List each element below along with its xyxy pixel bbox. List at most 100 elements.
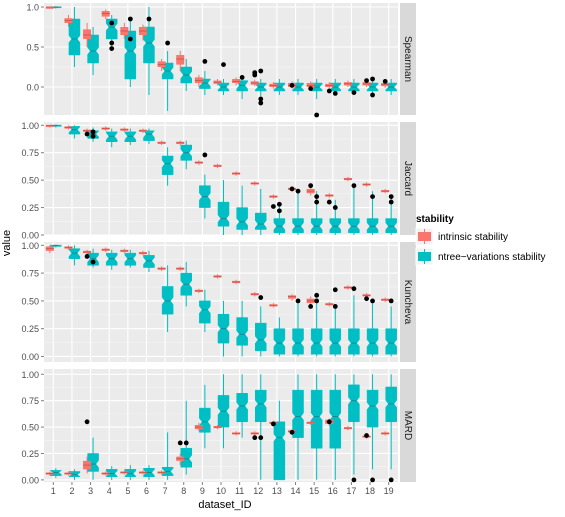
facet-strip — [400, 122, 416, 235]
y-tick-label: 0.50 — [21, 296, 39, 306]
box — [292, 218, 304, 234]
outlier-point — [202, 152, 208, 158]
outlier-point — [332, 287, 338, 293]
intrinsic-box-9 — [194, 422, 203, 432]
legend-title: stability — [416, 214, 454, 225]
panel-spearman: 1.0 0.5 0.0 Spearman — [26, 3, 416, 118]
x-tick-label: 11 — [235, 486, 244, 496]
intrinsic-box-1 — [45, 6, 54, 9]
intrinsic-box-13 — [269, 82, 278, 89]
box — [273, 218, 286, 234]
ntree-box-8 — [180, 59, 192, 91]
box — [176, 55, 185, 65]
intrinsic-box-16 — [325, 193, 334, 198]
outlier-point — [308, 304, 314, 309]
ntree-box-7 — [161, 432, 174, 480]
x-tick-label: 7 — [163, 486, 168, 496]
x-tick-label: 1 — [51, 486, 56, 496]
outlier-point — [314, 292, 320, 298]
outlier-point — [270, 421, 276, 427]
outlier-point — [109, 20, 115, 26]
outlier-point — [388, 298, 394, 304]
outlier-point — [276, 208, 282, 214]
box — [143, 26, 155, 64]
box — [385, 328, 397, 355]
ntree-box-5 — [124, 249, 137, 268]
intrinsic-box-4 — [101, 126, 110, 131]
intrinsic-box-10 — [213, 79, 222, 86]
outlier-point — [90, 259, 96, 265]
ntree-box-13 — [273, 400, 286, 481]
outlier-point — [84, 131, 90, 137]
intrinsic-box-17 — [343, 176, 352, 182]
y-tick-label: 1.0 — [26, 3, 39, 13]
box — [385, 386, 397, 423]
panel-mard: 1.00 0.75 0.50 0.25 0.00 MARD — [21, 369, 416, 485]
ntree-box-16 — [329, 306, 342, 357]
outlier-point — [382, 79, 388, 84]
intrinsic-box-3 — [83, 23, 92, 47]
intrinsic-box-5 — [120, 127, 129, 132]
outlier-point — [388, 477, 394, 483]
outlier-point — [364, 296, 369, 302]
y-tick-label: 0.50 — [21, 423, 39, 433]
x-tick-label: 18 — [365, 486, 375, 496]
intrinsic-box-8 — [176, 140, 185, 146]
box — [105, 131, 118, 142]
facet-label-mard: MARD — [402, 411, 413, 440]
outlier-point — [258, 96, 264, 102]
ntree-box-4 — [105, 466, 118, 480]
box — [366, 328, 379, 355]
intrinsic-box-17 — [343, 426, 352, 431]
intrinsic-box-6 — [138, 470, 147, 475]
x-tick-label: 4 — [107, 486, 112, 496]
intrinsic-box-15 — [306, 186, 315, 196]
box — [161, 286, 174, 315]
box — [199, 300, 211, 324]
outlier-point — [252, 72, 258, 78]
outlier-point — [276, 201, 282, 207]
box — [68, 18, 81, 56]
outlier-point — [314, 298, 320, 304]
ntree-box-10 — [217, 180, 230, 235]
y-tick-label: 0.75 — [21, 396, 39, 406]
y-tick-label: 0.0 — [26, 83, 39, 93]
box — [45, 125, 54, 128]
outlier-point — [326, 419, 332, 425]
x-tick-label: 19 — [384, 486, 394, 496]
box — [143, 255, 155, 268]
ntree-box-18 — [366, 300, 379, 357]
box — [329, 218, 342, 234]
x-tick-label: 2 — [69, 486, 74, 496]
box — [292, 389, 304, 438]
ntree-box-5 — [124, 19, 137, 87]
box — [255, 322, 267, 352]
box — [366, 389, 379, 428]
intrinsic-box-1 — [45, 124, 54, 128]
intrinsic-box-1 — [45, 245, 54, 254]
box — [273, 328, 286, 355]
outlier-point — [295, 298, 301, 304]
ntree-box-11 — [236, 300, 248, 357]
x-tick-label: 3 — [88, 486, 93, 496]
intrinsic-box-6 — [138, 128, 147, 133]
x-tick-label: 16 — [328, 486, 338, 496]
outlier-point — [270, 204, 276, 209]
y-tick-label: 0.00 — [21, 231, 39, 241]
x-tick-label: 8 — [181, 486, 186, 496]
x-tick-label: 17 — [346, 486, 356, 496]
intrinsic-box-17 — [343, 285, 352, 290]
ntree-box-9 — [199, 174, 211, 219]
ntree-box-11 — [236, 374, 248, 438]
box — [143, 129, 155, 141]
intrinsic-box-8 — [176, 51, 185, 71]
box — [124, 131, 137, 142]
box — [45, 7, 54, 9]
ntree-box-16 — [329, 374, 342, 480]
outlier-point — [258, 435, 264, 441]
y-tick-label: 0.00 — [21, 352, 39, 362]
intrinsic-box-11 — [232, 431, 241, 436]
outlier-point — [258, 295, 264, 300]
intrinsic-box-5 — [120, 23, 129, 39]
intrinsic-box-17 — [343, 80, 352, 87]
